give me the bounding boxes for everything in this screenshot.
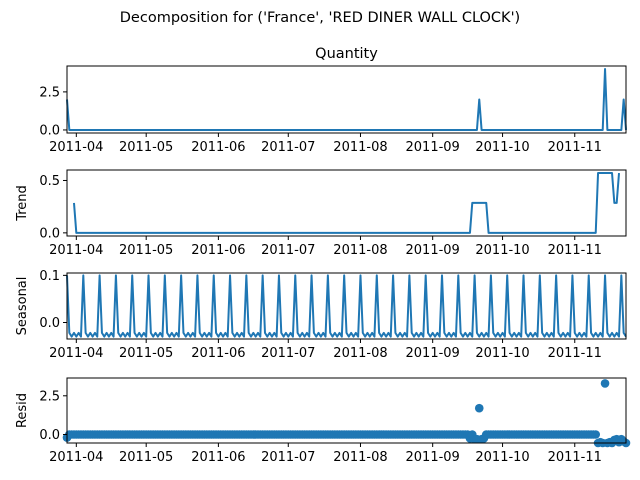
trend-axes-frame xyxy=(66,169,627,237)
seasonal-x-tick-label: 2011-11 xyxy=(548,346,602,361)
seasonal-y-axis-label: Seasonal xyxy=(15,277,30,336)
quantity-x-tick-label: 2011-06 xyxy=(191,140,245,155)
trend-x-tick-label: 2011-07 xyxy=(261,243,315,258)
quantity-x-tick-label: 2011-04 xyxy=(49,140,103,155)
resid-panel: 0.0 2.5 2011-04 2011-05 2011-06 2011-07 2011-0… xyxy=(15,377,631,465)
resid-x-tick-label: 2011-09 xyxy=(406,450,460,465)
resid-x-tick-label: 2011-07 xyxy=(261,450,315,465)
trend-y-tick-label: 0.5 xyxy=(39,174,60,189)
seasonal-x-tick-label: 2011-08 xyxy=(333,346,387,361)
quantity-x-tick-label: 2011-10 xyxy=(475,140,529,155)
quantity-x-tick-label: 2011-09 xyxy=(406,140,460,155)
figure-suptitle: Decomposition for ('France', 'RED DINER … xyxy=(120,10,520,26)
trend-series-line xyxy=(72,172,621,234)
trend-x-tick-label: 2011-05 xyxy=(119,243,173,258)
seasonal-x-tick-label: 2011-07 xyxy=(261,346,315,361)
quantity-y-tick-label: 0.0 xyxy=(39,123,60,138)
seasonal-x-tick-label: 2011-04 xyxy=(49,346,103,361)
trend-y-axis-label: Trend xyxy=(15,185,30,222)
trend-x-tick-label: 2011-11 xyxy=(548,243,602,258)
quantity-x-tick-label: 2011-11 xyxy=(548,140,602,155)
trend-x-tick-label: 2011-08 xyxy=(333,243,387,258)
seasonal-y-tick-label: 0.1 xyxy=(39,269,60,284)
resid-axes-frame xyxy=(66,377,627,444)
resid-x-tick-label: 2011-08 xyxy=(333,450,387,465)
resid-x-tick-label: 2011-05 xyxy=(119,450,173,465)
resid-y-axis-label: Resid xyxy=(15,393,30,428)
resid-point xyxy=(591,430,601,439)
quantity-axes-frame xyxy=(66,65,627,134)
quantity-title: Quantity xyxy=(315,46,378,62)
resid-x-tick-label: 2011-10 xyxy=(475,450,529,465)
seasonal-x-tick-label: 2011-09 xyxy=(406,346,460,361)
seasonal-x-tick-label: 2011-06 xyxy=(191,346,245,361)
seasonal-axes-frame xyxy=(66,272,627,340)
quantity-series-line xyxy=(66,68,627,131)
seasonal-panel: 0.0 0.1 2011-04 2011-05 2011-06 2011-07 2011-0… xyxy=(15,269,627,361)
quantity-y-tick-label: 2.5 xyxy=(39,85,60,100)
resid-x-tick-label: 2011-06 xyxy=(191,450,245,465)
resid-points xyxy=(62,379,631,448)
trend-x-tick-label: 2011-10 xyxy=(475,243,529,258)
seasonal-x-tick-label: 2011-10 xyxy=(475,346,529,361)
quantity-x-tick-label: 2011-07 xyxy=(261,140,315,155)
seasonal-series-line xyxy=(66,274,627,338)
quantity-x-tick-label: 2011-05 xyxy=(119,140,173,155)
trend-x-tick-label: 2011-09 xyxy=(406,243,460,258)
resid-point xyxy=(474,403,484,413)
resid-y-tick-label: 2.5 xyxy=(39,389,60,404)
resid-x-tick-label: 2011-11 xyxy=(548,450,602,465)
trend-panel: 0.0 0.5 2011-04 2011-05 2011-06 2011-07 2011-0… xyxy=(15,169,627,258)
trend-x-tick-label: 2011-06 xyxy=(191,243,245,258)
seasonal-x-tick-label: 2011-05 xyxy=(119,346,173,361)
seasonal-y-tick-label: 0.0 xyxy=(39,316,60,331)
trend-y-tick-label: 0.0 xyxy=(39,226,60,241)
resid-x-tick-label: 2011-04 xyxy=(49,450,103,465)
resid-y-tick-label: 0.0 xyxy=(39,428,60,443)
panels: 0.0 2.5 2011-04 2011-05 2011-06 2011-07 2011-0… xyxy=(15,46,631,465)
trend-x-tick-label: 2011-04 xyxy=(49,243,103,258)
quantity-panel: 0.0 2.5 2011-04 2011-05 2011-06 2011-07 2011-0… xyxy=(39,46,627,155)
resid-point xyxy=(600,379,610,388)
quantity-x-tick-label: 2011-08 xyxy=(333,140,387,155)
